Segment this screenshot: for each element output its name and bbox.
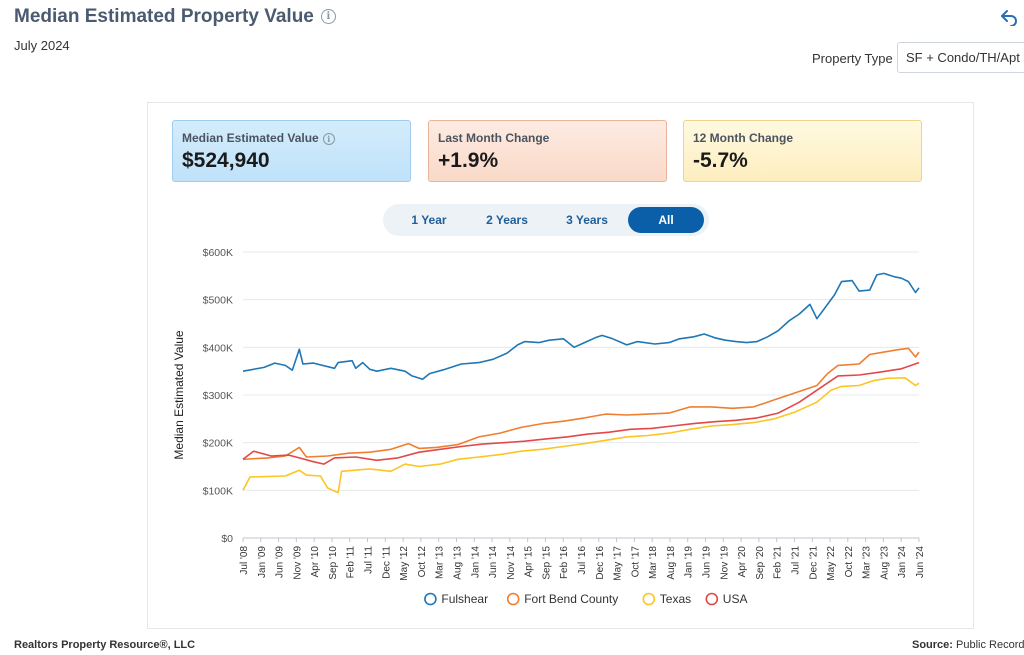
x-tick-label: Sep '15 (541, 546, 552, 580)
x-tick-label: Jan '19 (684, 546, 695, 578)
twelve-month-change-card: 12 Month Change -5.7% (683, 120, 922, 182)
x-tick-label: Jul '16 (577, 546, 588, 575)
info-icon[interactable]: i (320, 9, 336, 24)
tab-2-years[interactable]: 2 Years (486, 213, 528, 227)
card-value: $524,940 (182, 149, 270, 172)
legend-label[interactable]: Fort Bend County (524, 592, 618, 606)
line-chart: $0 $100K $200K $300K $400K $500K $600K Median E… (172, 247, 926, 606)
x-tick-label: Aug '13 (452, 546, 463, 580)
legend-marker (705, 592, 719, 606)
x-tick-label: Jun '09 (275, 546, 286, 578)
card-value: +1.9% (438, 149, 499, 172)
median-value-card: Median Estimated Value i $524,940 (172, 120, 411, 182)
x-tick-label: Aug '18 (666, 546, 677, 580)
x-tick-label: Nov '14 (506, 546, 517, 580)
series-line-fort-bend-county (242, 347, 920, 461)
legend-marker (642, 592, 656, 606)
x-tick-label: May '12 (399, 546, 410, 581)
y-tick-label: $500K (203, 295, 233, 307)
x-tick-label: Nov '09 (292, 546, 303, 580)
x-tick-label: Oct '22 (844, 546, 855, 578)
legend-marker (506, 592, 520, 606)
card-label: Median Estimated Value (182, 131, 319, 145)
info-icon[interactable]: i (322, 133, 335, 145)
tab-all[interactable]: All (628, 207, 704, 233)
share-icon[interactable] (1000, 8, 1018, 26)
x-tick-label: Dec '11 (381, 546, 392, 579)
x-tick-label: Jan '09 (257, 546, 268, 578)
x-tick-label: Jul '11 (364, 546, 375, 574)
x-tick-label: May '17 (613, 546, 624, 581)
x-tick-label: Jun '14 (488, 546, 499, 578)
footer-source: Source: Public Records a (912, 639, 1024, 651)
series-line-texas (242, 377, 920, 494)
legend-label[interactable]: Texas (660, 592, 691, 606)
footer-company: Realtors Property Resource®, LLC (14, 639, 196, 651)
x-tick-label: May '22 (826, 546, 837, 581)
x-tick-label: Jan '24 (897, 546, 908, 578)
y-tick-label: $200K (203, 438, 233, 450)
x-tick-label: Mar '23 (862, 546, 873, 579)
card-label: 12 Month Change (693, 131, 794, 145)
x-tick-label: Dec '21 (808, 546, 819, 580)
x-tick-label: Feb '11 (346, 546, 357, 579)
x-tick-label: Aug '23 (879, 546, 890, 580)
x-tick-label: Apr '20 (737, 546, 748, 578)
x-tick-label: Jul '08 (239, 546, 250, 575)
x-tick-label: Sep '20 (755, 546, 766, 580)
card-value: -5.7% (693, 149, 748, 172)
x-tick-label: Oct '17 (630, 546, 641, 578)
page-title: Median Estimated Property Value i (14, 6, 336, 28)
x-tick-label: Nov '19 (719, 546, 730, 580)
series-line-usa (242, 361, 920, 465)
x-tick-label: Sep '10 (328, 546, 339, 580)
range-tabs: 1 Year 2 Years 3 Years All (383, 204, 709, 236)
x-tick-label: Apr '15 (524, 546, 535, 578)
x-tick-label: Jun '19 (702, 546, 713, 578)
x-tick-label: Jun '24 (915, 546, 926, 578)
legend-marker (424, 592, 437, 606)
x-tick-label: Dec '16 (595, 546, 606, 580)
y-tick-label: $300K (203, 390, 233, 402)
x-tick-label: Jan '14 (470, 546, 481, 578)
y-axis-label: Median Estimated Value (172, 330, 186, 460)
y-tick-label: $100K (203, 485, 233, 497)
legend-label[interactable]: Fulshear (441, 592, 488, 606)
x-tick-label: Oct '12 (417, 546, 428, 578)
x-tick-label: Feb '21 (773, 546, 784, 579)
x-tick-label: Apr '10 (310, 546, 321, 578)
card-label: Last Month Change (438, 131, 550, 145)
report-date: July 2024 (14, 38, 70, 53)
last-month-change-card: Last Month Change +1.9% (428, 120, 667, 182)
legend-label[interactable]: USA (723, 592, 748, 606)
x-tick-label: Mar '13 (435, 546, 446, 579)
x-tick-label: Mar '18 (648, 546, 659, 579)
property-type-select[interactable]: SF + Condo/TH/Apt (897, 42, 1024, 73)
x-tick-label: Feb '16 (559, 546, 570, 579)
y-tick-label: $400K (203, 342, 233, 354)
property-type-label: Property Type (812, 51, 893, 66)
y-tick-label: $600K (203, 247, 233, 259)
tab-1-year[interactable]: 1 Year (411, 213, 447, 227)
y-tick-label: $0 (221, 533, 233, 545)
series-line-fulshear (242, 272, 920, 381)
x-tick-label: Jul '21 (790, 546, 801, 575)
tab-3-years[interactable]: 3 Years (566, 213, 608, 227)
